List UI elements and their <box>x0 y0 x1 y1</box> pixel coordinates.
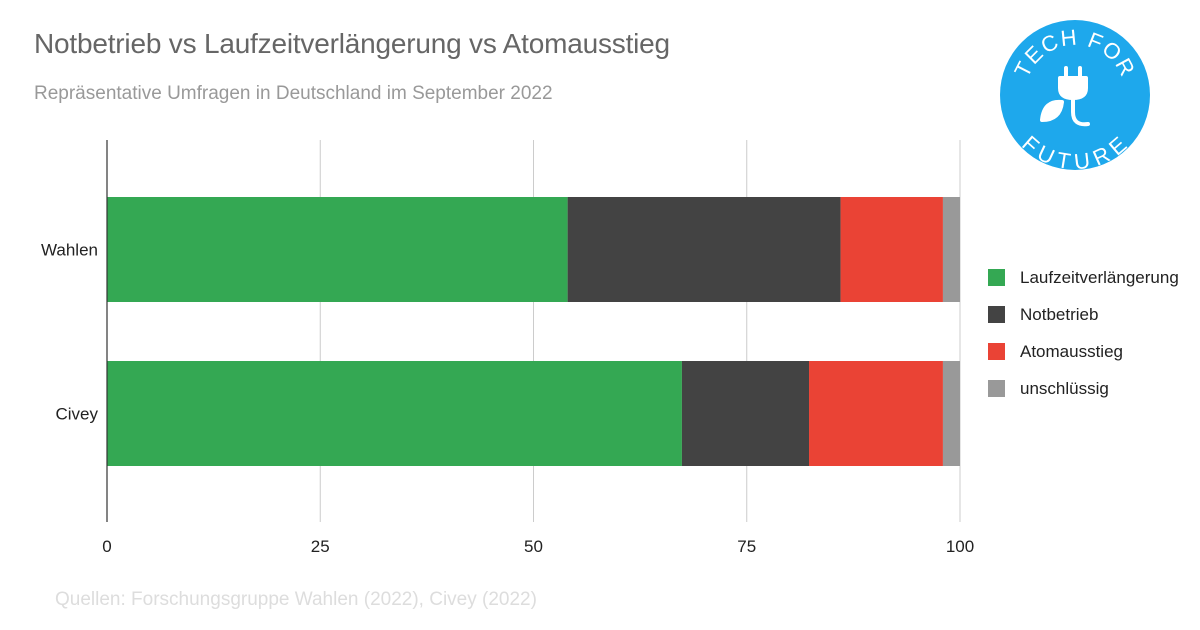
legend-item: Notbetrieb <box>988 305 1179 342</box>
bar-wahlen-1 <box>567 197 841 302</box>
legend-label: Notbetrieb <box>1020 305 1099 324</box>
x-tick-label: 100 <box>946 537 974 556</box>
legend-swatch <box>988 269 1005 286</box>
y-category-label: Civey <box>55 405 98 424</box>
legend-label: unschlüssig <box>1020 379 1109 398</box>
legend-label: Laufzeitverlängerung <box>1020 268 1179 287</box>
legend-swatch <box>988 380 1005 397</box>
y-category-label: Wahlen <box>41 241 98 260</box>
x-tick-label: 0 <box>102 537 111 556</box>
x-tick-label: 50 <box>524 537 543 556</box>
legend-swatch <box>988 343 1005 360</box>
bar-wahlen-0 <box>107 197 568 302</box>
chart-legend: Laufzeitverlängerung Notbetrieb Atomaussti… <box>988 268 1179 416</box>
bar-civey-2 <box>809 361 943 466</box>
source-note: Quellen: Forschungsgruppe Wahlen (2022),… <box>55 589 537 610</box>
bar-wahlen-2 <box>840 197 943 302</box>
chart-subtitle: Repräsentative Umfragen in Deutschland i… <box>34 83 553 104</box>
bar-civey-0 <box>107 361 682 466</box>
bar-civey-1 <box>681 361 810 466</box>
legend-swatch <box>988 306 1005 323</box>
bars <box>107 197 960 466</box>
bar-wahlen-3 <box>942 197 960 302</box>
plug-leaf-icon <box>1040 66 1090 127</box>
tech-for-future-logo: TECH FOR FUTURE <box>1000 20 1150 170</box>
legend-item: unschlüssig <box>988 379 1179 416</box>
legend-item: Atomausstieg <box>988 342 1179 379</box>
legend-item: Laufzeitverlängerung <box>988 268 1179 305</box>
bar-civey-3 <box>942 361 960 466</box>
legend-label: Atomausstieg <box>1020 342 1123 361</box>
chart-title: Notbetrieb vs Laufzeitverlängerung vs At… <box>34 28 670 59</box>
x-tick-label: 25 <box>311 537 330 556</box>
x-tick-label: 75 <box>737 537 756 556</box>
axes: 0 25 50 75 100 Wahlen Civey <box>41 140 974 556</box>
